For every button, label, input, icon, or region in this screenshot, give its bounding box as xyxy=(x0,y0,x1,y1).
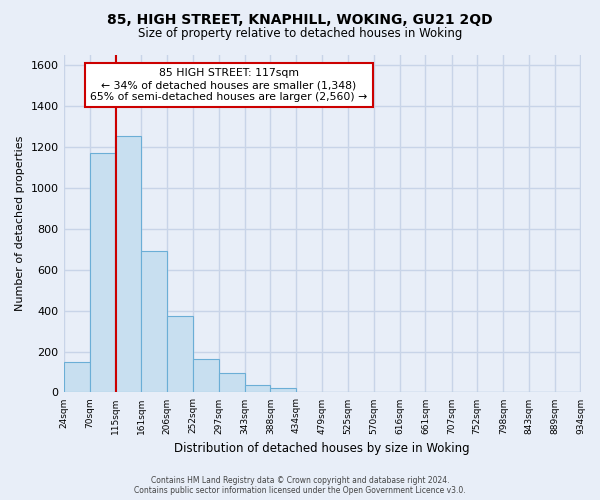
Bar xyxy=(142,252,167,392)
Bar xyxy=(64,362,89,392)
Bar xyxy=(245,385,271,392)
Bar xyxy=(218,374,245,392)
Bar xyxy=(193,358,218,392)
Bar xyxy=(115,136,142,392)
Y-axis label: Number of detached properties: Number of detached properties xyxy=(15,136,25,312)
X-axis label: Distribution of detached houses by size in Woking: Distribution of detached houses by size … xyxy=(174,442,470,455)
Bar xyxy=(167,316,193,392)
Text: 85 HIGH STREET: 117sqm
← 34% of detached houses are smaller (1,348)
65% of semi-: 85 HIGH STREET: 117sqm ← 34% of detached… xyxy=(91,68,368,102)
Text: 85, HIGH STREET, KNAPHILL, WOKING, GU21 2QD: 85, HIGH STREET, KNAPHILL, WOKING, GU21 … xyxy=(107,12,493,26)
Text: Contains HM Land Registry data © Crown copyright and database right 2024.
Contai: Contains HM Land Registry data © Crown c… xyxy=(134,476,466,495)
Text: Size of property relative to detached houses in Woking: Size of property relative to detached ho… xyxy=(138,28,462,40)
Bar xyxy=(89,153,115,392)
Bar xyxy=(271,388,296,392)
